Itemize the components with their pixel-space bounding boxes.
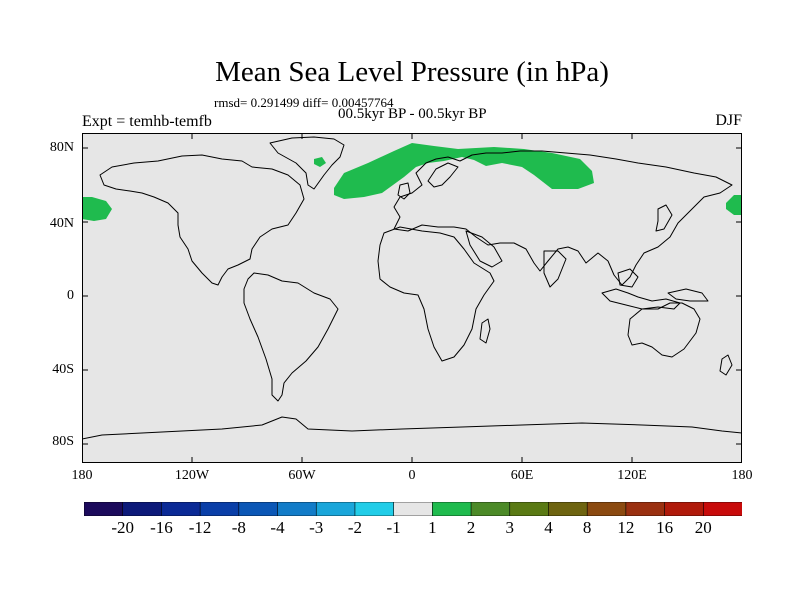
coast-north-america [99, 154, 305, 286]
colorbar-segment [122, 502, 163, 516]
map-title: Mean Sea Level Pressure (in hPa) [215, 56, 609, 88]
lon-label-120e: 120E [617, 468, 647, 483]
colorbar-segment [470, 502, 511, 516]
colorbar-label: -1 [386, 518, 401, 537]
colorbar-label: -2 [347, 518, 363, 537]
lon-label-180w: 180 [71, 468, 93, 483]
colorbar-segment [84, 502, 124, 516]
anomaly-patch-north-atlantic-eurasia [334, 143, 594, 199]
coast-south-america [243, 272, 339, 402]
coast-madagascar [479, 318, 491, 344]
colorbar-label: 2 [466, 518, 476, 537]
colorbar-label: 3 [505, 518, 515, 537]
coast-antarctica [82, 416, 742, 440]
colorbar-segment [625, 502, 666, 516]
lon-label-0: 0 [408, 468, 416, 483]
coast-india [543, 250, 567, 288]
colorbar-segment [432, 502, 472, 516]
colorbar-segment [664, 502, 705, 516]
period-label: 00.5kyr BP - 00.5kyr BP [338, 106, 487, 122]
colorbar-segment [509, 502, 550, 516]
lat-label-80n: 80N [49, 140, 74, 155]
colorbar-segment [702, 502, 742, 516]
coast-greenland [269, 136, 345, 190]
colorbar-segment [354, 502, 395, 516]
colorbar-segment [277, 502, 318, 516]
season-label: DJF [715, 112, 742, 129]
world-map [82, 133, 742, 463]
colorbar-label: -8 [231, 518, 246, 537]
colorbar-label: -3 [309, 518, 324, 537]
colorbar-label: -20 [111, 518, 135, 537]
colorbar-segment [393, 502, 434, 516]
map-background [82, 133, 742, 463]
experiment-label: Expt = temhb-temfb [82, 113, 212, 130]
colorbar-label: 16 [656, 518, 674, 537]
colorbar-label: 12 [617, 518, 635, 537]
map-ticks [82, 133, 742, 463]
colorbar-label: 1 [428, 518, 437, 537]
colorbar-label: 20 [694, 518, 712, 537]
colorbar-segment [548, 502, 588, 516]
anomaly-patch-pacific-west [82, 197, 112, 221]
lat-label-80s: 80S [52, 434, 74, 449]
anomaly-fill-positive [82, 143, 742, 221]
colorbar-label: -12 [188, 518, 212, 537]
lat-label-0: 0 [67, 288, 74, 303]
colorbar-label: 4 [544, 518, 553, 537]
coast-new-zealand [719, 354, 733, 376]
lon-label-60w: 60W [288, 468, 316, 483]
coast-eurasia [393, 150, 733, 286]
colorbar [84, 502, 742, 516]
coast-japan [655, 204, 673, 232]
coast-australia [627, 302, 701, 358]
rmsd-diff-stats: rmsd= 0.291499 diff= 0.00457764 [214, 95, 394, 110]
lat-label-40n: 40N [49, 216, 74, 231]
colorbar-segment [199, 502, 240, 516]
colorbar-label: -16 [150, 518, 173, 537]
colorbar-segment [238, 502, 279, 516]
colorbar-segment [315, 502, 356, 516]
lon-label-120w: 120W [174, 468, 210, 483]
coast-uk [397, 182, 411, 200]
coast-africa [377, 226, 495, 362]
colorbar-label: 8 [582, 518, 592, 537]
coast-arabia [465, 230, 503, 268]
coast-new-guinea [667, 288, 709, 302]
coast-borneo [617, 268, 639, 288]
anomaly-patch-greenland-east [314, 157, 326, 167]
colorbar-label: -4 [270, 518, 285, 537]
lon-label-180e: 180 [731, 468, 753, 483]
lat-label-40s: 40S [52, 362, 74, 377]
anomaly-patch-pacific-east [726, 195, 742, 215]
colorbar-segment [586, 502, 627, 516]
lon-label-60e: 60E [510, 468, 534, 483]
coast-scandinavia [427, 162, 459, 188]
colorbar-segment [161, 502, 201, 516]
coastlines [82, 136, 742, 440]
